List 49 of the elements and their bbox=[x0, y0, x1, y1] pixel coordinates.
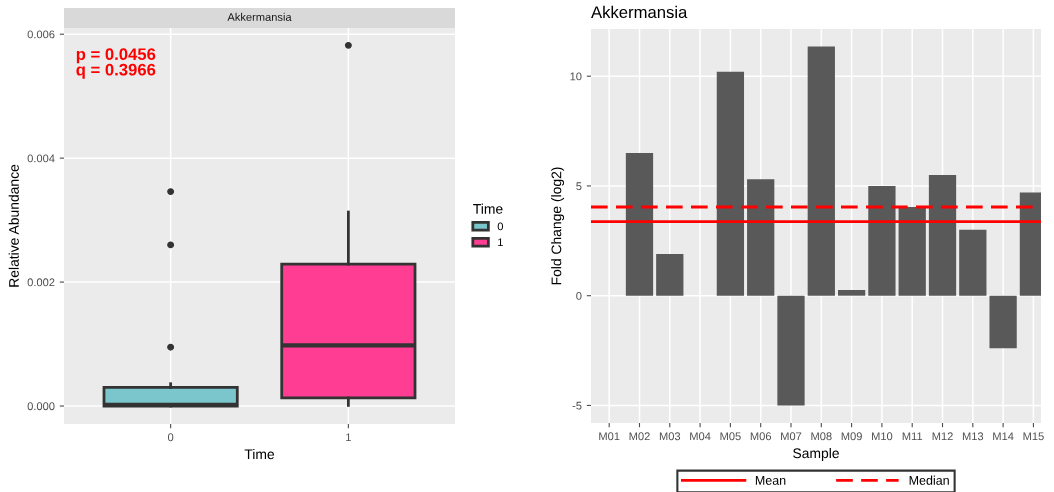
x-tick-label: M11 bbox=[902, 432, 923, 441]
y-tick-label: 0.006 bbox=[27, 30, 55, 39]
bar bbox=[625, 153, 654, 296]
x-axis-title: Sample bbox=[793, 447, 839, 461]
x-tick-label: M07 bbox=[781, 432, 802, 441]
y-tick-label: 10 bbox=[570, 72, 582, 81]
bar bbox=[747, 179, 775, 296]
y-tick-label: 5 bbox=[576, 182, 582, 191]
x-axis-title: Time bbox=[244, 448, 275, 460]
legend-label: Median bbox=[909, 475, 949, 485]
x-tick-label: M09 bbox=[841, 432, 862, 441]
y-tick-label: 0 bbox=[576, 291, 582, 300]
x-tick-label: M13 bbox=[962, 432, 984, 441]
legend-label: 0 bbox=[497, 222, 504, 231]
bar bbox=[928, 174, 957, 296]
bar bbox=[989, 295, 1017, 349]
x-tick-label: 1 bbox=[346, 433, 351, 442]
x-tick-label: M02 bbox=[629, 432, 650, 441]
bar bbox=[837, 289, 866, 296]
legend-label: Mean bbox=[755, 476, 786, 485]
x-tick-label: M14 bbox=[993, 432, 1014, 441]
bar bbox=[959, 229, 987, 296]
x-tick-label: M01 bbox=[599, 432, 620, 441]
x-tick-label: M04 bbox=[690, 432, 711, 441]
y-axis-title: Relative Abundance bbox=[8, 164, 19, 287]
bar bbox=[777, 295, 805, 406]
bar bbox=[868, 185, 896, 296]
annotation: p = 0.0456 q = 0.3966 bbox=[76, 48, 156, 79]
chart-title: Akkermansia bbox=[227, 12, 292, 21]
x-tick-label: M08 bbox=[811, 432, 832, 441]
x-tick-label: M12 bbox=[932, 432, 953, 441]
legend-title: Time bbox=[473, 203, 503, 214]
x-tick-label: M10 bbox=[872, 432, 893, 441]
y-tick-label: -5 bbox=[572, 401, 582, 410]
legend-label: 1 bbox=[498, 238, 503, 247]
bar bbox=[656, 253, 684, 296]
y-tick-label: 0.004 bbox=[27, 154, 55, 163]
x-tick-label: M15 bbox=[1023, 432, 1044, 441]
x-tick-label: M03 bbox=[659, 432, 681, 441]
y-tick-label: 0.000 bbox=[27, 402, 55, 411]
x-tick-label: 0 bbox=[167, 433, 174, 442]
y-axis-title: Fold Change (log2) bbox=[551, 167, 565, 285]
bar bbox=[898, 207, 926, 296]
chart-title: Akkermansia bbox=[591, 5, 688, 19]
y-tick-label: 0.002 bbox=[27, 278, 55, 287]
x-tick-label: M05 bbox=[720, 432, 741, 441]
bar bbox=[716, 71, 745, 296]
bar bbox=[807, 46, 835, 296]
x-tick-label: M06 bbox=[750, 432, 772, 441]
